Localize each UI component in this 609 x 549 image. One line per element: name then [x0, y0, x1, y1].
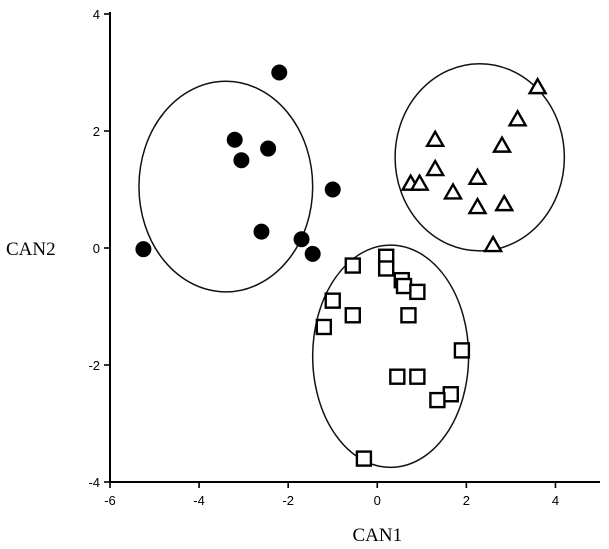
open-square-point [355, 450, 373, 467]
filled-circle-point [304, 245, 321, 262]
group-ellipse-1 [138, 80, 314, 293]
open-square-point [377, 260, 395, 277]
open-triangle-point [425, 158, 446, 177]
open-triangle-point [409, 173, 430, 191]
y-tick-label: 0 [93, 241, 100, 256]
x-tick-label: -6 [104, 493, 116, 508]
open-triangle-point [507, 108, 528, 127]
open-triangle-point [467, 167, 488, 186]
filled-circle-point [135, 241, 152, 258]
open-square-point [389, 368, 406, 385]
filled-circle-point [260, 140, 277, 157]
y-tick-label: -2 [88, 358, 100, 373]
axes [109, 12, 600, 483]
open-square-point [429, 391, 446, 409]
open-square-point [344, 307, 361, 324]
group-ellipse-2 [394, 62, 566, 252]
open-triangle-point [425, 129, 446, 147]
open-triangle-point [527, 76, 548, 95]
filled-circle-point [293, 231, 310, 248]
y-axis-title: CAN2 [6, 239, 56, 260]
filled-circle-point [324, 181, 341, 198]
open-square-point [344, 257, 361, 274]
x-tick-label: 2 [463, 493, 470, 508]
filled-circle-point [233, 152, 250, 169]
y-tick-label: 4 [93, 7, 100, 22]
open-triangle-point [442, 182, 464, 200]
open-triangle-point [491, 135, 513, 153]
open-triangle-point [467, 196, 488, 215]
open-square-point [395, 277, 413, 295]
x-tick-label: -2 [282, 493, 294, 508]
filled-circle-point [253, 223, 270, 240]
open-triangle-point [494, 193, 515, 212]
filled-circle-point [271, 64, 288, 81]
group-ellipse-3 [311, 244, 470, 469]
data-points [135, 64, 548, 467]
open-square-point [315, 318, 333, 336]
open-square-point [400, 307, 417, 324]
y-tick-label: 2 [93, 124, 100, 139]
x-tick-label: 4 [552, 493, 559, 508]
open-square-point [453, 342, 471, 359]
x-axis-title: CAN1 [352, 525, 402, 546]
filled-circle-point [226, 131, 243, 148]
open-square-point [324, 292, 341, 309]
open-square-point [409, 368, 426, 385]
x-tick-label: -4 [193, 493, 205, 508]
y-tick-label: -4 [88, 475, 100, 490]
tick-marks: -6 -4 -2 0 2 4 -4 -2 0 2 4 [88, 7, 559, 508]
x-tick-label: 0 [374, 493, 381, 508]
open-triangle-point [483, 234, 504, 253]
open-square-point [442, 386, 459, 403]
open-square-point [409, 283, 426, 301]
